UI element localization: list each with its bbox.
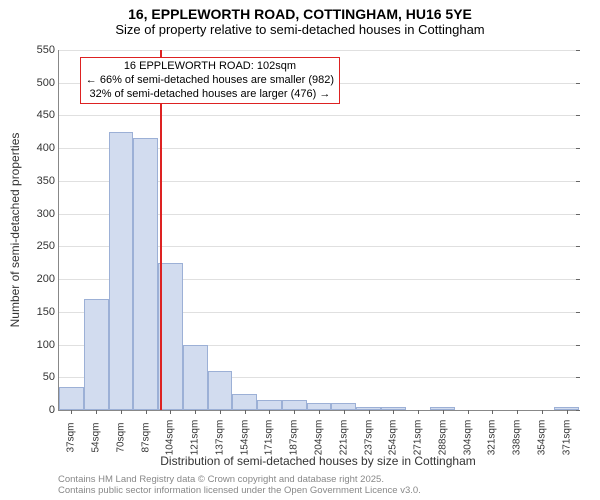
x-tick-label: 87sqm: [140, 422, 151, 452]
annotation-box: 16 EPPLEWORTH ROAD: 102sqm← 66% of semi-…: [80, 57, 340, 104]
x-tick-label: 288sqm: [437, 420, 448, 456]
y-tick-label: 200: [37, 273, 59, 285]
x-tick-label: 271sqm: [413, 420, 424, 456]
attribution-line1: Contains HM Land Registry data © Crown c…: [58, 474, 421, 485]
x-tick-label: 121sqm: [190, 420, 201, 456]
histogram-bar: [183, 345, 208, 410]
x-tick-label: 37sqm: [66, 422, 77, 452]
histogram-bar: [133, 138, 158, 410]
x-tick-label: 371sqm: [561, 420, 572, 456]
chart-container: 16, EPPLEWORTH ROAD, COTTINGHAM, HU16 5Y…: [0, 0, 600, 500]
attribution-line2: Contains public sector information licen…: [58, 485, 421, 496]
x-tick-label: 204sqm: [314, 420, 325, 456]
y-tick-label: 500: [37, 77, 59, 89]
y-tick-label: 300: [37, 208, 59, 220]
y-tick-label: 400: [37, 142, 59, 154]
x-tick-label: 338sqm: [512, 420, 523, 456]
x-tick-label: 221sqm: [338, 420, 349, 456]
y-tick-label: 150: [37, 306, 59, 318]
x-axis-label: Distribution of semi-detached houses by …: [58, 454, 578, 468]
x-tick-label: 304sqm: [462, 420, 473, 456]
histogram-bar: [109, 132, 134, 410]
x-tick-label: 104sqm: [165, 420, 176, 456]
x-tick-label: 54sqm: [91, 422, 102, 452]
y-tick-label: 50: [43, 371, 59, 383]
x-tick-label: 171sqm: [264, 420, 275, 456]
attribution: Contains HM Land Registry data © Crown c…: [58, 474, 421, 497]
y-tick-label: 100: [37, 339, 59, 351]
annotation-line: 16 EPPLEWORTH ROAD: 102sqm: [86, 60, 334, 74]
annotation-line: 32% of semi-detached houses are larger (…: [86, 88, 334, 102]
y-tick-label: 350: [37, 175, 59, 187]
x-tick-label: 70sqm: [115, 422, 126, 452]
x-tick-label: 154sqm: [239, 420, 250, 456]
y-tick-label: 550: [37, 44, 59, 56]
histogram-bar: [282, 400, 307, 410]
histogram-bar: [232, 394, 257, 410]
annotation-line: ← 66% of semi-detached houses are smalle…: [86, 74, 334, 88]
chart-subtitle: Size of property relative to semi-detach…: [0, 22, 600, 41]
x-tick-label: 354sqm: [536, 420, 547, 456]
grid-line: [59, 115, 579, 116]
histogram-bar: [208, 371, 233, 410]
y-axis-label: Number of semi-detached properties: [8, 133, 22, 328]
y-tick-label: 250: [37, 240, 59, 252]
chart-title: 16, EPPLEWORTH ROAD, COTTINGHAM, HU16 5Y…: [0, 0, 600, 22]
x-tick-label: 321sqm: [487, 420, 498, 456]
x-tick-label: 237sqm: [363, 420, 374, 456]
grid-line: [59, 50, 579, 51]
plot-area: 05010015020025030035040045050055037sqm54…: [58, 50, 579, 411]
histogram-bar: [257, 400, 282, 410]
x-tick-label: 137sqm: [214, 420, 225, 456]
x-tick-label: 187sqm: [289, 420, 300, 456]
histogram-bar: [84, 299, 109, 410]
y-tick-label: 450: [37, 109, 59, 121]
histogram-bar: [59, 387, 84, 410]
y-tick-label: 0: [49, 404, 59, 416]
x-tick-label: 254sqm: [388, 420, 399, 456]
